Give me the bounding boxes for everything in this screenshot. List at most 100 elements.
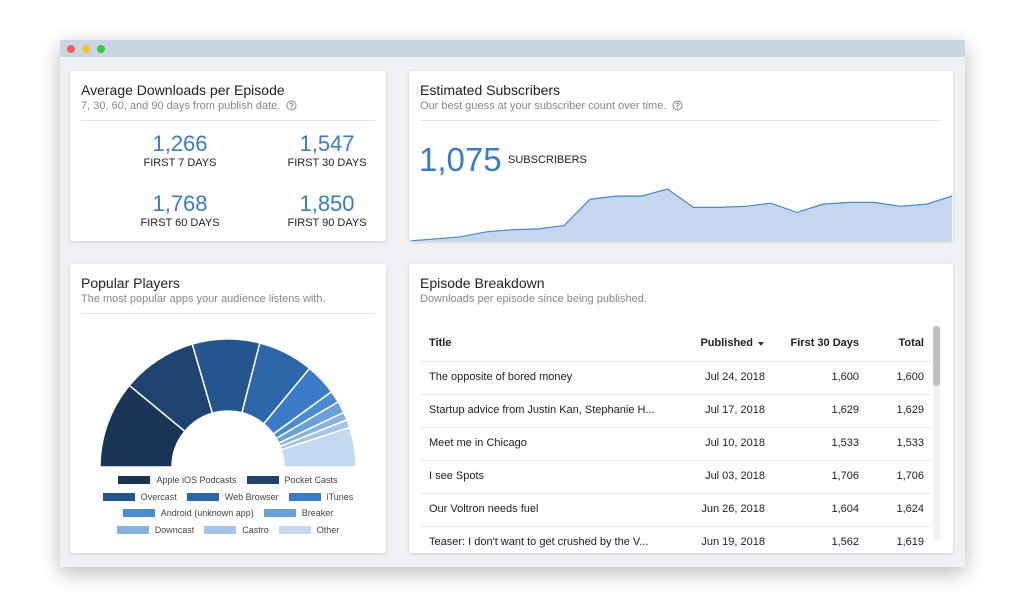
divider: [420, 120, 942, 121]
table-cell: Jul 24, 2018: [705, 371, 765, 383]
stat-label: FIRST 7 DAYS: [143, 157, 217, 169]
column-header: First 30 Days: [790, 337, 859, 349]
legend-item: Pocket Casts: [246, 475, 338, 485]
legend-item: iTunes: [288, 491, 354, 502]
legend-swatch: [263, 509, 296, 517]
legend-item: Other: [278, 524, 340, 535]
row-separator: [420, 361, 931, 362]
legend-item: Breaker: [263, 508, 334, 518]
close-button[interactable]: [67, 45, 75, 53]
legend-swatch: [288, 492, 321, 501]
players-chart: [99, 338, 357, 468]
row-separator: [420, 394, 931, 395]
table-cell: 1,533: [831, 437, 859, 449]
table-cell: Teaser: I don't want to get crushed by t…: [429, 536, 649, 548]
subscriber-chart: [409, 188, 953, 241]
table-cell: 1,600: [896, 371, 924, 383]
table-cell: 1,600: [831, 371, 859, 383]
stat-value: 1,850: [299, 191, 355, 216]
area-line: [409, 188, 953, 241]
help-icon[interactable]: [286, 100, 297, 111]
table-cell: Startup advice from Justin Kan, Stephani…: [429, 404, 655, 416]
stat: 1,266 FIRST 7 DAYS: [105, 131, 255, 169]
table-cell: Meet me in Chicago: [429, 437, 527, 449]
table-cell: I see Spots: [429, 470, 485, 482]
downloads-card: Average Downloads per Episode 7, 30, 60,…: [70, 71, 386, 241]
row-separator: [420, 427, 931, 428]
legend-item: Castro: [204, 525, 269, 535]
stat: 1,547 FIRST 30 DAYS: [252, 131, 386, 169]
card-title: Popular Players: [81, 275, 180, 291]
legend-swatch: [118, 476, 151, 484]
legend-item: Overcast: [102, 491, 177, 502]
legend-row: Apple iOS Podcasts Pocket Casts: [70, 475, 386, 485]
legend-item: Downcast: [116, 525, 194, 535]
table-cell: Jul 03, 2018: [705, 470, 765, 482]
legend-label: Overcast: [140, 491, 177, 502]
legend-label: Breaker: [301, 508, 334, 518]
stat-label: FIRST 30 DAYS: [287, 157, 367, 169]
legend-item: Android (unknown app): [122, 508, 254, 518]
legend-label: Apple iOS Podcasts: [156, 475, 237, 485]
legend-item: Apple iOS Podcasts: [118, 475, 237, 485]
card-title: Average Downloads per Episode: [81, 82, 285, 98]
stat: 1,768 FIRST 60 DAYS: [105, 191, 255, 229]
table-cell: 1,604: [831, 503, 859, 515]
legend-swatch: [116, 525, 149, 534]
subtitle-text: 7, 30, 60, and 90 days from publish date…: [81, 100, 281, 112]
area: [409, 189, 952, 241]
table-cell: 1,629: [896, 404, 924, 416]
card-subtitle: 7, 30, 60, and 90 days from publish date…: [81, 100, 297, 112]
table-cell: 1,562: [831, 536, 859, 548]
table-cell: 1,629: [831, 404, 859, 416]
zoom-button[interactable]: [97, 45, 105, 53]
help-icon[interactable]: [672, 100, 683, 111]
column-header: Total: [898, 337, 924, 349]
scrollbar-thumb[interactable]: [933, 326, 940, 386]
episodes-card: Episode Breakdown Downloads per episode …: [409, 264, 953, 553]
divider: [81, 313, 375, 314]
legend-label: Other: [316, 524, 340, 535]
window: Average Downloads per Episode 7, 30, 60,…: [60, 40, 965, 567]
stat-label: FIRST 60 DAYS: [140, 217, 220, 229]
legend-swatch: [246, 476, 279, 484]
legend-label: Pocket Casts: [284, 475, 338, 485]
legend-swatch: [122, 509, 155, 517]
card-subtitle: The most popular apps your audience list…: [81, 293, 326, 305]
card-title: Estimated Subscribers: [420, 82, 561, 98]
minimize-button[interactable]: [82, 45, 90, 53]
subscriber-count: 1,075: [419, 141, 502, 178]
legend-row: Downcast Castro Other: [70, 525, 386, 535]
pie-slice: [280, 426, 357, 468]
table-cell: 1,624: [896, 503, 924, 515]
title-bar: [60, 40, 965, 57]
row-separator: [420, 526, 931, 527]
subtitle-text: Our best guess at your subscriber count …: [420, 100, 667, 112]
legend-label: Castro: [242, 524, 269, 535]
sort-arrow: [758, 342, 764, 346]
card-title: Episode Breakdown: [420, 275, 545, 291]
stat-value: 1,266: [152, 131, 208, 156]
legend-swatch: [186, 492, 219, 501]
table-cell: Jun 19, 2018: [701, 536, 765, 548]
table-cell: The opposite of bored money: [429, 371, 573, 383]
table-cell: Jul 10, 2018: [705, 437, 765, 449]
players-card: Popular Players The most popular apps yo…: [70, 264, 386, 553]
column-header: Title: [429, 337, 452, 349]
scrollbar-track[interactable]: [933, 326, 940, 541]
stat-value: 1,547: [299, 131, 355, 156]
legend-row: Overcast Web Browser iTunes: [70, 492, 386, 502]
table-cell: Jul 17, 2018: [705, 404, 765, 416]
table-cell: Our Voltron needs fuel: [429, 503, 539, 515]
column-header[interactable]: Published: [700, 337, 753, 349]
table-cell: Jun 26, 2018: [701, 503, 765, 515]
legend-label: iTunes: [326, 491, 354, 502]
legend-swatch: [204, 525, 237, 534]
legend-row: Android (unknown app) Breaker: [70, 508, 386, 518]
row-separator: [420, 460, 931, 461]
card-subtitle: Our best guess at your subscriber count …: [420, 100, 683, 112]
divider: [81, 120, 375, 121]
legend-label: Web Browser: [224, 491, 279, 502]
stat-label: FIRST 90 DAYS: [287, 217, 367, 229]
